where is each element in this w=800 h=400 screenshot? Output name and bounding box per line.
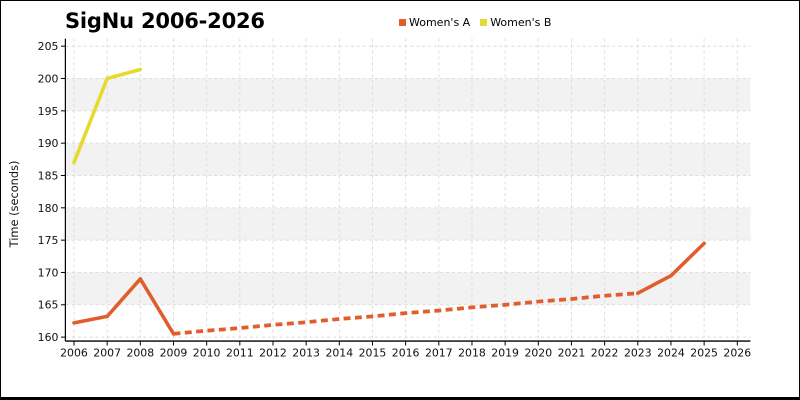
plot-band bbox=[65, 272, 751, 305]
x-tick-label: 2014 bbox=[325, 346, 353, 359]
x-tick-label: 2011 bbox=[226, 346, 254, 359]
y-tick-label: 170 bbox=[38, 266, 59, 279]
legend-swatch-womens-a bbox=[399, 19, 406, 26]
x-tick-label: 2008 bbox=[126, 346, 154, 359]
x-tick-label: 2010 bbox=[193, 346, 221, 359]
y-tick-label: 185 bbox=[38, 169, 59, 182]
x-tick-label: 2026 bbox=[723, 346, 751, 359]
x-tick-label: 2022 bbox=[591, 346, 619, 359]
series-line-women-s-a bbox=[72, 277, 176, 336]
series-line-women-s-b bbox=[72, 67, 143, 165]
y-axis-label: Time (seconds) bbox=[7, 161, 21, 249]
y-tick-label: 160 bbox=[38, 331, 59, 344]
y-tick-label: 175 bbox=[38, 234, 59, 247]
plot-band bbox=[65, 143, 751, 176]
y-tick-label: 200 bbox=[38, 72, 59, 85]
x-tick-label: 2019 bbox=[491, 346, 519, 359]
series-line-women-s-a bbox=[173, 291, 638, 336]
legend-label-womens-a: Women's A bbox=[409, 16, 471, 29]
y-tick-label: 180 bbox=[38, 202, 59, 215]
x-tick-label: 2009 bbox=[160, 346, 188, 359]
plot-band bbox=[65, 207, 751, 241]
x-tick-label: 2015 bbox=[359, 346, 387, 359]
x-tick-label: 2023 bbox=[624, 346, 652, 359]
x-tick-label: 2024 bbox=[657, 346, 685, 359]
chart-legend: Women's A Women's B bbox=[399, 16, 551, 29]
legend-label-womens-b: Women's B bbox=[490, 16, 552, 29]
x-tick-label: 2012 bbox=[259, 346, 287, 359]
plot-band bbox=[65, 78, 751, 111]
x-tick-label: 2017 bbox=[425, 346, 453, 359]
y-tick-label: 195 bbox=[38, 105, 59, 118]
x-tick-label: 2007 bbox=[93, 346, 121, 359]
y-tick-label: 165 bbox=[38, 299, 59, 312]
legend-item-womens-a: Women's A bbox=[399, 16, 470, 29]
x-tick-label: 2006 bbox=[60, 346, 88, 359]
y-tick-label: 190 bbox=[38, 137, 59, 150]
x-tick-label: 2018 bbox=[458, 346, 486, 359]
legend-item-womens-b: Women's B bbox=[480, 16, 551, 29]
legend-swatch-womens-b bbox=[480, 19, 488, 26]
x-tick-label: 2025 bbox=[690, 346, 718, 359]
x-tick-label: 2021 bbox=[558, 346, 586, 359]
y-tick-label: 205 bbox=[38, 40, 59, 53]
series-line-women-s-a bbox=[636, 241, 706, 295]
x-tick-label: 2016 bbox=[392, 346, 420, 359]
x-tick-label: 2013 bbox=[292, 346, 320, 359]
chart-title: SigNu 2006-2026 bbox=[65, 9, 265, 33]
x-tick-label: 2020 bbox=[524, 346, 552, 359]
